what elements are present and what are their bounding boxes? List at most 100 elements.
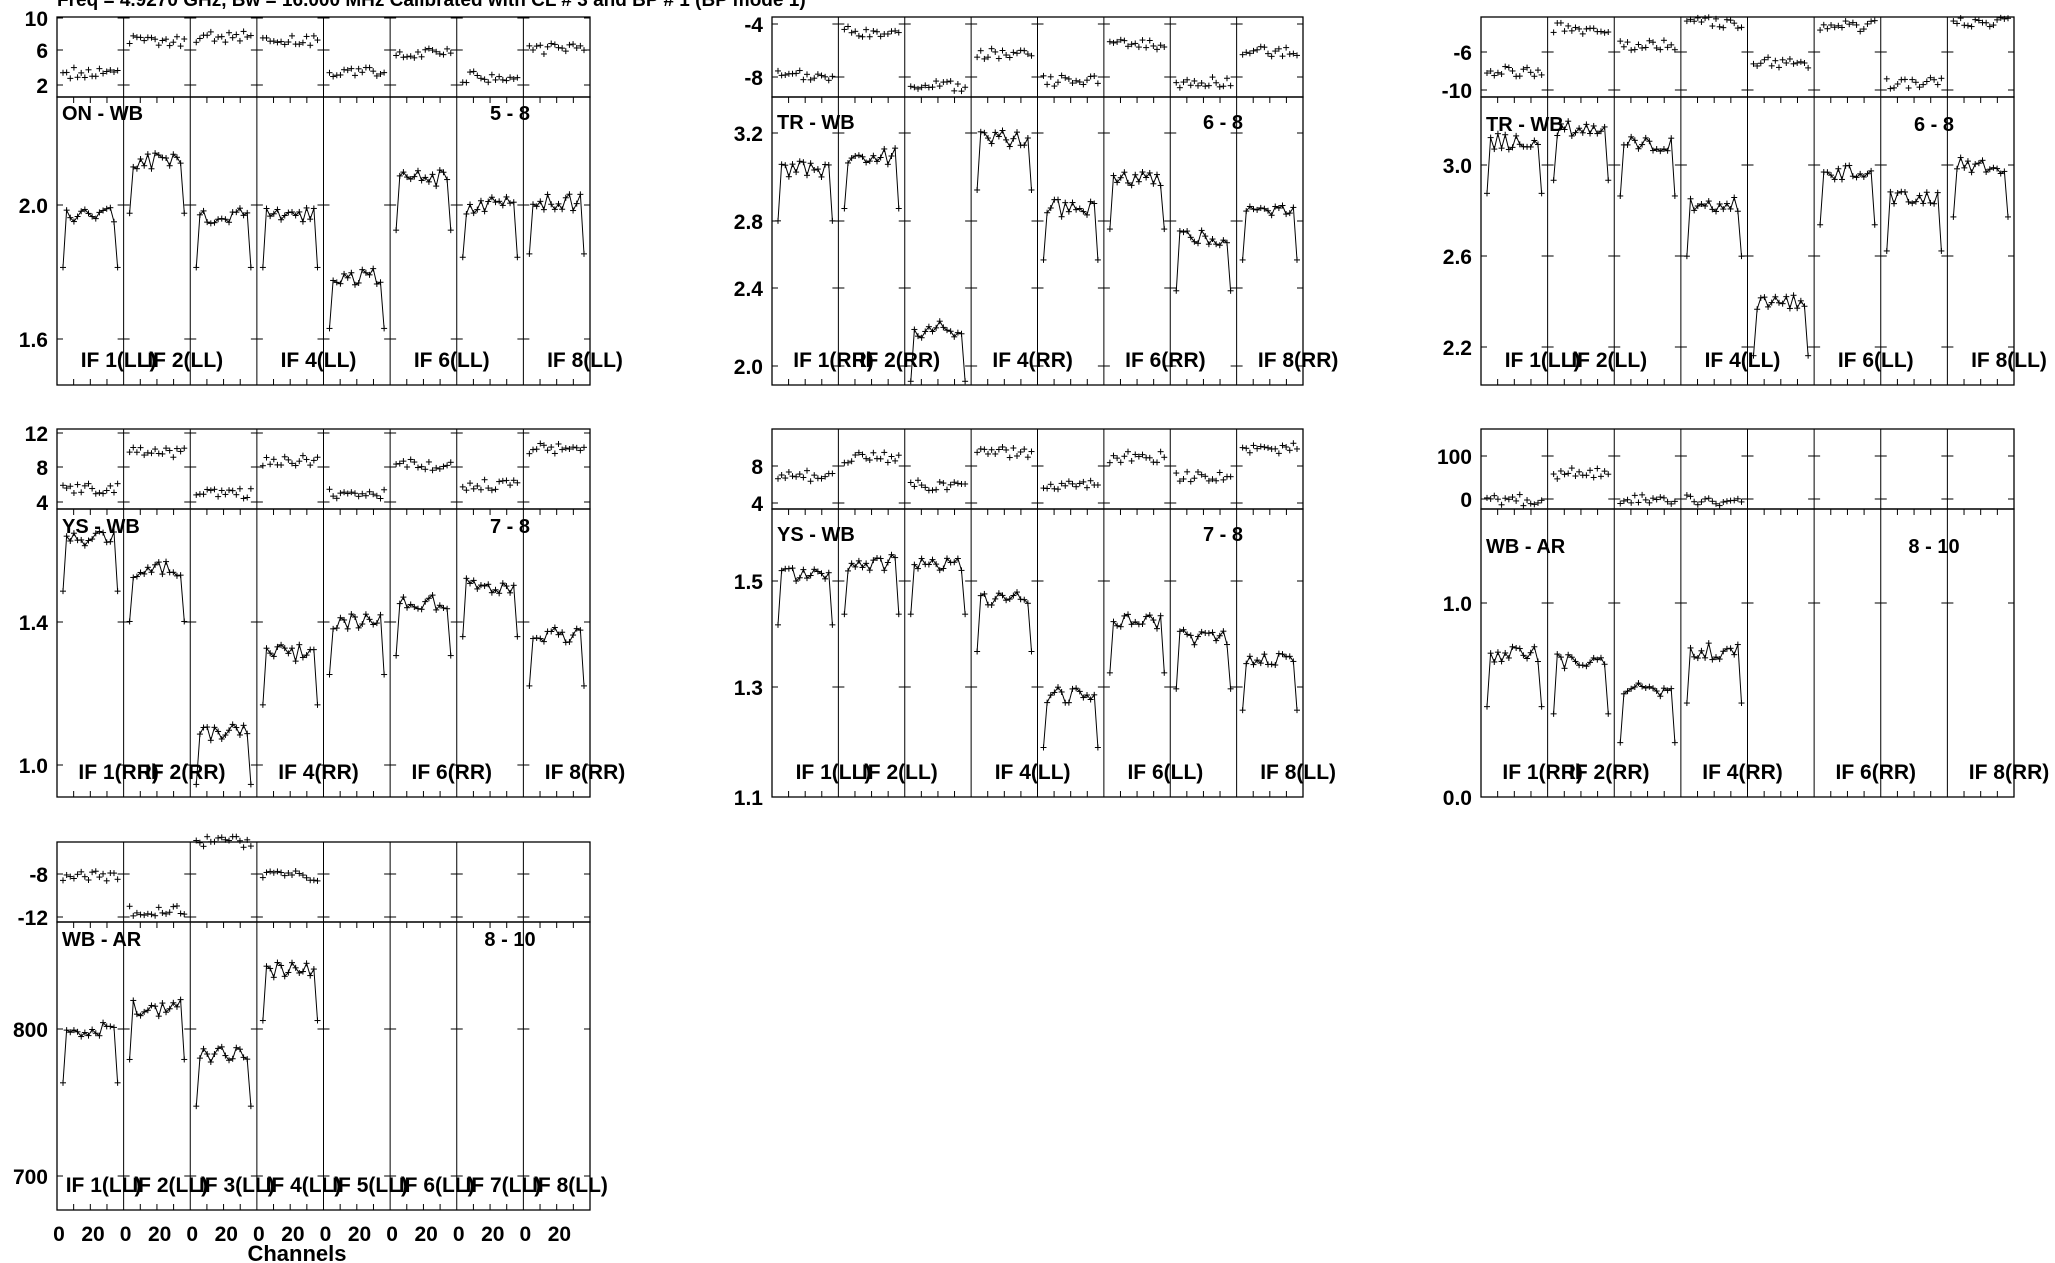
plot-header: Freq = 4.9270 GHz, Bw = 16.000 MHz Calib… — [57, 0, 806, 11]
if-label: IF 8(LL) — [547, 349, 623, 372]
if-trace — [907, 477, 969, 618]
amp-line — [1175, 229, 1232, 291]
if-trace — [1040, 477, 1101, 751]
if-label: IF 4(LL) — [995, 761, 1071, 784]
amp-line — [777, 567, 833, 625]
baseline-label: YS - WB — [777, 524, 855, 546]
amp-tick-label: 2.2 — [1443, 337, 1472, 360]
baseline-label: TR - WB — [1486, 114, 1564, 136]
if-trace — [393, 456, 454, 659]
x-tick-label: 0 — [453, 1223, 465, 1246]
amp-line — [62, 530, 119, 592]
amp-line — [1553, 653, 1609, 714]
amp-line — [195, 207, 252, 268]
antenna-pair-label: 6 - 8 — [1203, 112, 1243, 134]
if-trace — [126, 902, 188, 1063]
if-trace — [1683, 492, 1745, 707]
phase-tick-label: 8 — [751, 456, 763, 479]
amp-tick-label: 3.2 — [734, 123, 763, 146]
baseline-label: YS - WB — [62, 516, 140, 538]
baseline-panel: -6 -10 3.0 2.6 2.2 TR - WB 6 - 8 IF 1(LL)IF 2(L… — [1442, 14, 2047, 386]
if-trace — [1040, 72, 1101, 263]
amp-line — [528, 192, 585, 254]
baseline-panel: 100 0 1.0 0.0 WB - AR 8 - 10 IF 1(RR)IF 2(RR) I… — [1437, 428, 2050, 810]
x-tick-label: 0 — [386, 1223, 398, 1246]
amp-line — [1553, 119, 1609, 181]
amp-line — [1686, 642, 1742, 704]
if-trace — [1484, 63, 1545, 197]
phase-tick-label: -12 — [18, 907, 48, 930]
phase-tick-label: 2 — [36, 75, 48, 98]
baseline-label: WB - AR — [1486, 536, 1566, 558]
phase-tick-label: -8 — [744, 67, 763, 90]
phase-tick-label: 10 — [25, 8, 48, 31]
if-trace — [1950, 14, 2011, 220]
if-label: IF 2(RR) — [145, 761, 226, 784]
amp-line — [1486, 133, 1543, 194]
if-trace — [1817, 17, 1878, 228]
if-trace — [1106, 448, 1168, 676]
if-trace — [1750, 54, 1812, 359]
phase-tick-label: -10 — [1442, 80, 1472, 103]
baseline-panel: 12 8 4 1.4 1.0 YS - WB 7 - 8 IF 1(RR)IF 2(RR) IF… — [19, 423, 626, 798]
if-trace — [259, 452, 321, 708]
if-trace — [526, 40, 587, 257]
x-tick-label: 20 — [148, 1223, 171, 1246]
phase-tick-label: 4 — [751, 493, 763, 516]
if-trace — [126, 444, 188, 625]
amp-line — [262, 644, 318, 705]
amp-line — [1619, 682, 1676, 743]
if-label: IF 2(LL) — [1571, 349, 1647, 372]
if-label: IF 1(RR) — [78, 761, 159, 784]
amp-line — [1242, 652, 1298, 711]
amp-line — [910, 557, 966, 615]
x-tick-label: 20 — [481, 1223, 504, 1246]
phase-tick-label: 6 — [36, 40, 48, 63]
if-label: IF 8(LL) — [1260, 761, 1336, 784]
if-trace — [459, 476, 521, 640]
amp-line — [910, 320, 966, 382]
phase-tick-label: 8 — [36, 457, 48, 480]
if-label: IF 4(RR) — [278, 761, 359, 784]
if-label: IF 2(RR) — [860, 349, 941, 372]
if-trace — [60, 64, 121, 271]
if-label: IF 1(LL) — [66, 1174, 142, 1197]
amp-line — [1043, 199, 1099, 260]
amp-line — [777, 160, 833, 221]
if-label: IF 8(RR) — [1258, 349, 1339, 372]
if-label: IF 4(RR) — [992, 349, 1073, 372]
amp-tick-label: 800 — [13, 1019, 48, 1042]
amp-tick-label: 2.6 — [1443, 246, 1472, 269]
if-trace — [974, 443, 1035, 655]
baseline-label: ON - WB — [62, 103, 143, 125]
amp-line — [1109, 613, 1165, 673]
amp-line — [262, 206, 318, 268]
amp-line — [1242, 204, 1298, 260]
if-trace — [259, 868, 321, 1024]
x-axis-label: Channels — [247, 1241, 346, 1263]
amp-line — [1043, 686, 1099, 748]
if-trace — [1484, 491, 1545, 710]
antenna-pair-label: 6 - 8 — [1914, 114, 1954, 136]
amp-line — [129, 152, 185, 214]
phase-tick-label: -8 — [29, 864, 48, 887]
if-label: IF 5(LL) — [332, 1174, 408, 1197]
amp-tick-label: 1.4 — [19, 612, 49, 635]
if-trace — [1550, 19, 1612, 184]
if-label: IF 3(LL) — [199, 1174, 275, 1197]
if-trace — [193, 485, 254, 788]
amp-tick-label: 2.0 — [734, 356, 763, 379]
baseline-panel: 8 4 1.5 1.3 1.1 YS - WB 7 - 8 IF 1(LL)IF 2(LL) I… — [734, 428, 1336, 810]
if-trace — [193, 28, 254, 271]
amp-line — [1619, 136, 1676, 197]
if-label: IF 8(RR) — [545, 761, 626, 784]
amp-line — [528, 626, 585, 686]
antenna-pair-label: 7 - 8 — [490, 516, 530, 538]
if-trace — [1239, 43, 1300, 263]
amp-tick-label: 1.6 — [19, 329, 48, 352]
amp-tick-label: 1.1 — [734, 787, 764, 810]
amp-line — [976, 591, 1032, 652]
if-label: IF 8(RR) — [1969, 761, 2050, 784]
if-trace — [326, 486, 388, 678]
if-label: IF 7(LL) — [465, 1174, 541, 1197]
